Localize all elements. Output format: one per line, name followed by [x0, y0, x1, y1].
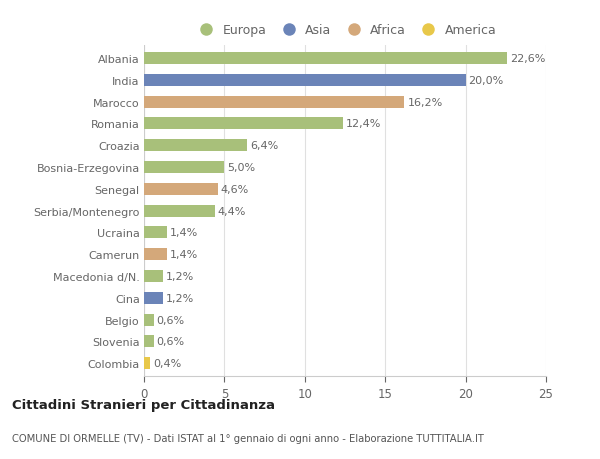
Bar [144, 249, 167, 261]
Text: 4,6%: 4,6% [221, 185, 249, 195]
Text: 1,4%: 1,4% [169, 250, 197, 260]
Bar [144, 184, 218, 196]
Bar [144, 358, 151, 369]
Bar [144, 336, 154, 347]
Bar [144, 140, 247, 152]
Text: 6,4%: 6,4% [250, 141, 278, 151]
Text: Cittadini Stranieri per Cittadinanza: Cittadini Stranieri per Cittadinanza [12, 398, 275, 412]
Text: COMUNE DI ORMELLE (TV) - Dati ISTAT al 1° gennaio di ogni anno - Elaborazione TU: COMUNE DI ORMELLE (TV) - Dati ISTAT al 1… [12, 433, 484, 442]
Legend: Europa, Asia, Africa, America: Europa, Asia, Africa, America [188, 19, 502, 42]
Bar [144, 118, 343, 130]
Text: 5,0%: 5,0% [227, 162, 256, 173]
Text: 4,4%: 4,4% [218, 206, 246, 216]
Text: 1,4%: 1,4% [169, 228, 197, 238]
Text: 0,6%: 0,6% [157, 315, 185, 325]
Bar [144, 270, 163, 282]
Text: 22,6%: 22,6% [511, 54, 545, 64]
Bar [144, 292, 163, 304]
Bar [144, 162, 224, 174]
Text: 1,2%: 1,2% [166, 293, 194, 303]
Text: 20,0%: 20,0% [469, 76, 504, 86]
Text: 12,4%: 12,4% [346, 119, 382, 129]
Bar [144, 227, 167, 239]
Bar [144, 53, 508, 65]
Bar [144, 205, 215, 217]
Text: 1,2%: 1,2% [166, 271, 194, 281]
Text: 16,2%: 16,2% [407, 97, 443, 107]
Bar [144, 75, 466, 87]
Text: 0,6%: 0,6% [157, 336, 185, 347]
Bar [144, 314, 154, 326]
Bar [144, 96, 404, 108]
Text: 0,4%: 0,4% [154, 358, 182, 368]
